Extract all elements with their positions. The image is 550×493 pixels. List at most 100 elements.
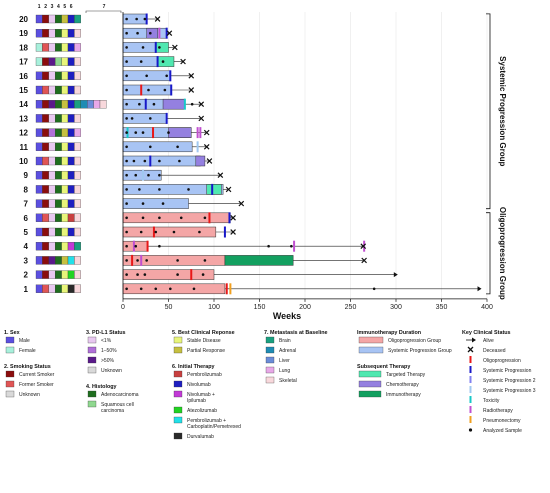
row-label: 8 xyxy=(24,185,29,194)
deceased-marker xyxy=(230,229,236,235)
attr-cell xyxy=(55,185,62,194)
row-label: 7 xyxy=(24,200,29,209)
event-marker xyxy=(170,84,173,96)
legend-label: Pembrolizumab + Carboplatin/Pemetrexed xyxy=(187,418,241,430)
event-marker xyxy=(158,27,161,39)
event-marker xyxy=(169,70,172,82)
analyzed-sample-dot xyxy=(201,273,205,276)
attr-cell xyxy=(67,227,75,237)
subsequent-therapy-bar xyxy=(162,98,186,110)
analyzed-sample-dot xyxy=(176,145,179,149)
legend-bar xyxy=(469,396,472,403)
legend-label: Targeted Therapy xyxy=(386,372,426,378)
attr-cell xyxy=(35,227,43,237)
legend-title: 5. Best Clinical Reponse xyxy=(172,330,235,336)
duration-bar xyxy=(122,226,217,238)
event-marker xyxy=(223,226,226,238)
legend-label: Systemic Progression 2 xyxy=(483,378,536,384)
legend-swatch xyxy=(265,356,275,364)
legend-swatch xyxy=(173,390,183,398)
legend-title: 3. PD-L1 Status xyxy=(86,330,126,336)
legend-bar xyxy=(469,376,472,383)
analyzed-sample-dot xyxy=(139,230,143,234)
attr-cell xyxy=(93,100,101,109)
legend-label: Former Smoker xyxy=(19,382,54,388)
attr-cell xyxy=(42,43,49,52)
analyzed-sample-dot xyxy=(125,230,128,234)
attr-cell xyxy=(35,114,43,123)
attr-cell xyxy=(74,227,81,237)
legend-label: Pembrolizumab xyxy=(187,372,222,378)
event-marker xyxy=(165,112,168,124)
attr-cell xyxy=(61,270,69,279)
duration-bar xyxy=(122,212,231,224)
row-label: 20 xyxy=(19,15,28,24)
attr-cell xyxy=(67,213,75,222)
analyzed-sample-dot xyxy=(178,159,181,163)
row-label: 13 xyxy=(19,114,28,123)
deceased-marker xyxy=(361,257,367,264)
attr-cell xyxy=(67,142,75,151)
analyzed-sample-dot xyxy=(143,273,147,276)
deceased-marker xyxy=(206,158,213,164)
legend-bar xyxy=(469,406,472,413)
legend-label: Unknown xyxy=(101,368,122,374)
attr-cell xyxy=(55,57,62,66)
analyzed-sample-dot xyxy=(203,259,207,262)
analyzed-sample-dot xyxy=(125,188,128,191)
analyzed-sample-dot xyxy=(125,287,128,291)
attr-cell xyxy=(42,185,49,194)
attr-cell xyxy=(99,100,107,109)
subsequent-therapy-bar xyxy=(224,255,294,266)
analyzed-sample-dot xyxy=(192,287,196,291)
analyzed-sample-dot xyxy=(152,102,156,106)
analyzed-sample-dot xyxy=(125,46,128,49)
alive-arrow xyxy=(393,272,398,278)
legend-swatch xyxy=(265,366,275,374)
attr-cell xyxy=(61,171,69,180)
row-label: 19 xyxy=(19,29,28,38)
attr-cell xyxy=(35,100,43,109)
deceased-marker xyxy=(203,143,210,150)
analyzed-sample-dot xyxy=(125,131,128,134)
attr-cell xyxy=(35,71,43,80)
event-marker xyxy=(211,183,214,195)
attr-cell xyxy=(74,128,81,137)
attr-cell xyxy=(74,185,81,194)
event-marker xyxy=(152,127,155,139)
attr-cell xyxy=(61,29,69,38)
legend-swatch xyxy=(173,432,183,440)
attr-cell xyxy=(35,156,43,166)
attr-cell xyxy=(42,71,49,80)
row-label: 16 xyxy=(19,72,28,81)
row-label: 2 xyxy=(24,271,29,280)
deceased-marker xyxy=(225,186,232,193)
subsequent-therapy-bar xyxy=(168,127,192,138)
column-header: 3 xyxy=(51,4,54,10)
legend-label: Chemotherapy xyxy=(386,382,419,388)
legend-x xyxy=(467,346,474,353)
x-tick-label: 300 xyxy=(390,304,402,311)
analyzed-sample-dot xyxy=(267,244,270,248)
analyzed-sample-dot xyxy=(125,202,128,205)
legend-swatch xyxy=(358,380,382,388)
analyzed-sample-dot xyxy=(154,230,158,234)
analyzed-sample-dot xyxy=(154,287,158,291)
legend-label: Systemic Progression Group xyxy=(388,348,452,354)
analyzed-sample-dot xyxy=(138,102,141,106)
legend-swatch xyxy=(87,366,97,374)
legend-title: 1. Sex xyxy=(4,330,20,336)
legend-label: <1% xyxy=(101,338,112,344)
legend-label: Durvalumab xyxy=(187,434,214,440)
attr-cell xyxy=(74,242,81,251)
legend-bar xyxy=(469,386,472,393)
attr-cell xyxy=(67,14,75,24)
analyzed-sample-dot xyxy=(125,273,128,276)
row-label: 14 xyxy=(19,100,28,109)
attr-cell xyxy=(48,171,56,180)
attr-cell xyxy=(67,171,75,180)
x-tick-label: 200 xyxy=(299,304,311,311)
legend-label: Male xyxy=(19,338,30,344)
analyzed-sample-dot xyxy=(125,31,128,35)
attr-cell xyxy=(35,242,43,251)
